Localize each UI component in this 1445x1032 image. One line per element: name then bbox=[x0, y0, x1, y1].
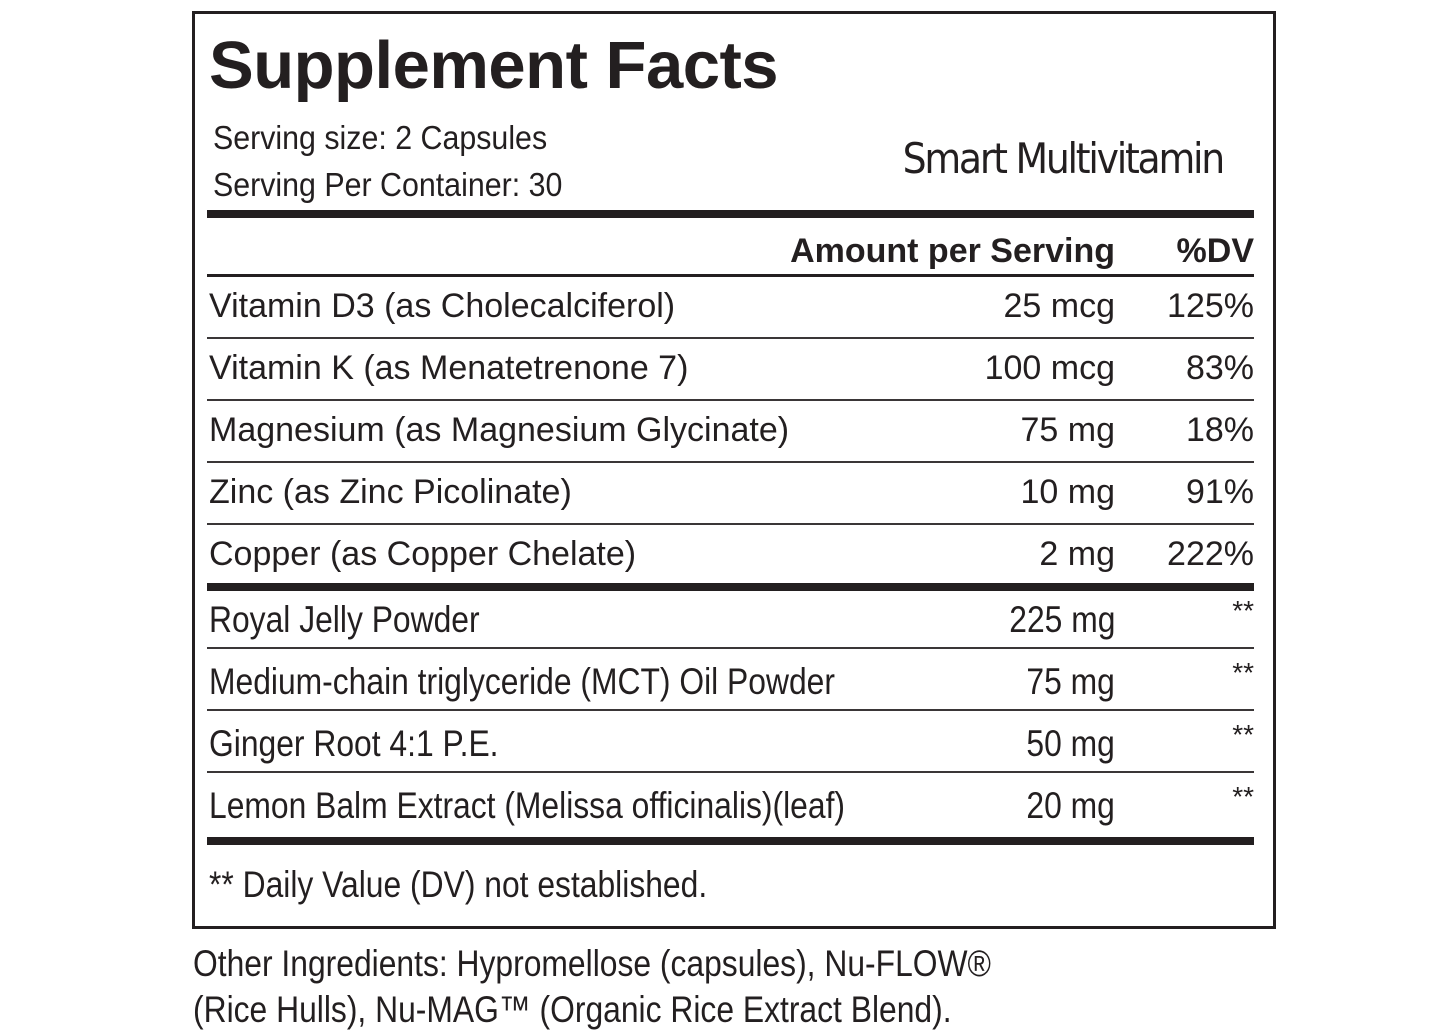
ingredient-name: Medium-chain triglyceride (MCT) Oil Powd… bbox=[209, 661, 835, 702]
column-header-row: Amount per Serving %DV bbox=[207, 228, 1254, 278]
nutrient-amount: 25 mcg bbox=[1003, 287, 1116, 325]
ingredient-dv: ** bbox=[1232, 595, 1254, 626]
nutrient-dv: 222% bbox=[1167, 535, 1254, 573]
nutrient-amount: 75 mg bbox=[1020, 411, 1116, 449]
nutrient-amount: 100 mcg bbox=[984, 349, 1115, 387]
column-header-dv: %DV bbox=[1176, 232, 1254, 270]
serving-size: Serving size: 2 Capsules bbox=[213, 119, 548, 156]
ingredient-name: Ginger Root 4:1 P.E. bbox=[209, 723, 499, 764]
other-ingredients-line-1: Other Ingredients: Hypromellose (capsule… bbox=[193, 943, 992, 984]
panel-title: Supplement Facts bbox=[209, 28, 779, 103]
divider-row bbox=[207, 709, 1254, 711]
nutrient-row: Vitamin K (as Menatetrenone 7) 100 mcg 8… bbox=[207, 339, 1254, 397]
nutrient-row: Magnesium (as Magnesium Glycinate) 75 mg… bbox=[207, 401, 1254, 459]
ingredient-row: Royal Jelly Powder 225 mg ** bbox=[207, 591, 1254, 649]
nutrient-dv: 83% bbox=[1185, 349, 1254, 387]
divider-row bbox=[207, 647, 1254, 649]
divider-row bbox=[207, 523, 1254, 525]
dv-footnote: ** Daily Value (DV) not established. bbox=[209, 864, 708, 905]
divider-row bbox=[207, 399, 1254, 401]
divider-row bbox=[207, 461, 1254, 463]
nutrient-name: Copper (as Copper Chelate) bbox=[209, 535, 637, 573]
ingredient-amount: 225 mg bbox=[1008, 599, 1115, 640]
column-header-amount: Amount per Serving bbox=[790, 232, 1115, 270]
ingredient-dv: ** bbox=[1232, 657, 1254, 688]
ingredient-name: Royal Jelly Powder bbox=[209, 599, 480, 640]
divider-thick bbox=[207, 583, 1254, 591]
nutrient-name: Magnesium (as Magnesium Glycinate) bbox=[209, 411, 790, 449]
ingredient-row: Ginger Root 4:1 P.E. 50 mg ** bbox=[207, 715, 1254, 773]
ingredient-amount: 75 mg bbox=[1026, 661, 1115, 702]
supplement-facts-panel: Supplement Facts Serving size: 2 Capsule… bbox=[192, 11, 1276, 929]
ingredient-amount: 50 mg bbox=[1026, 723, 1115, 764]
nutrient-amount: 10 mg bbox=[1020, 473, 1116, 511]
divider-thick bbox=[207, 837, 1254, 845]
nutrient-amount: 2 mg bbox=[1039, 535, 1115, 573]
ingredient-dv: ** bbox=[1232, 781, 1254, 812]
nutrient-row: Vitamin D3 (as Cholecalciferol) 25 mcg 1… bbox=[207, 277, 1254, 335]
ingredient-name: Lemon Balm Extract (Melissa officinalis)… bbox=[209, 785, 846, 826]
nutrient-dv: 18% bbox=[1185, 411, 1254, 449]
divider-row bbox=[207, 771, 1254, 773]
nutrient-row: Copper (as Copper Chelate) 2 mg 222% bbox=[207, 525, 1254, 583]
divider-thick bbox=[207, 210, 1254, 218]
nutrient-dv: 91% bbox=[1185, 473, 1254, 511]
divider-header bbox=[207, 274, 1254, 277]
ingredient-dv: ** bbox=[1232, 719, 1254, 750]
ingredient-row: Medium-chain triglyceride (MCT) Oil Powd… bbox=[207, 653, 1254, 711]
nutrient-name: Vitamin D3 (as Cholecalciferol) bbox=[209, 287, 676, 325]
ingredient-row: Lemon Balm Extract (Melissa officinalis)… bbox=[207, 777, 1254, 835]
nutrient-row: Zinc (as Zinc Picolinate) 10 mg 91% bbox=[207, 463, 1254, 521]
ingredient-amount: 20 mg bbox=[1026, 785, 1115, 826]
divider-row bbox=[207, 337, 1254, 339]
product-name: Smart Multivitamin bbox=[902, 134, 1226, 183]
servings-per-container: Serving Per Container: 30 bbox=[213, 166, 563, 203]
nutrient-name: Zinc (as Zinc Picolinate) bbox=[209, 473, 572, 511]
other-ingredients-line-2: (Rice Hulls), Nu-MAG™ (Organic Rice Extr… bbox=[193, 989, 952, 1030]
nutrient-name: Vitamin K (as Menatetrenone 7) bbox=[209, 349, 689, 387]
nutrient-dv: 125% bbox=[1167, 287, 1254, 325]
